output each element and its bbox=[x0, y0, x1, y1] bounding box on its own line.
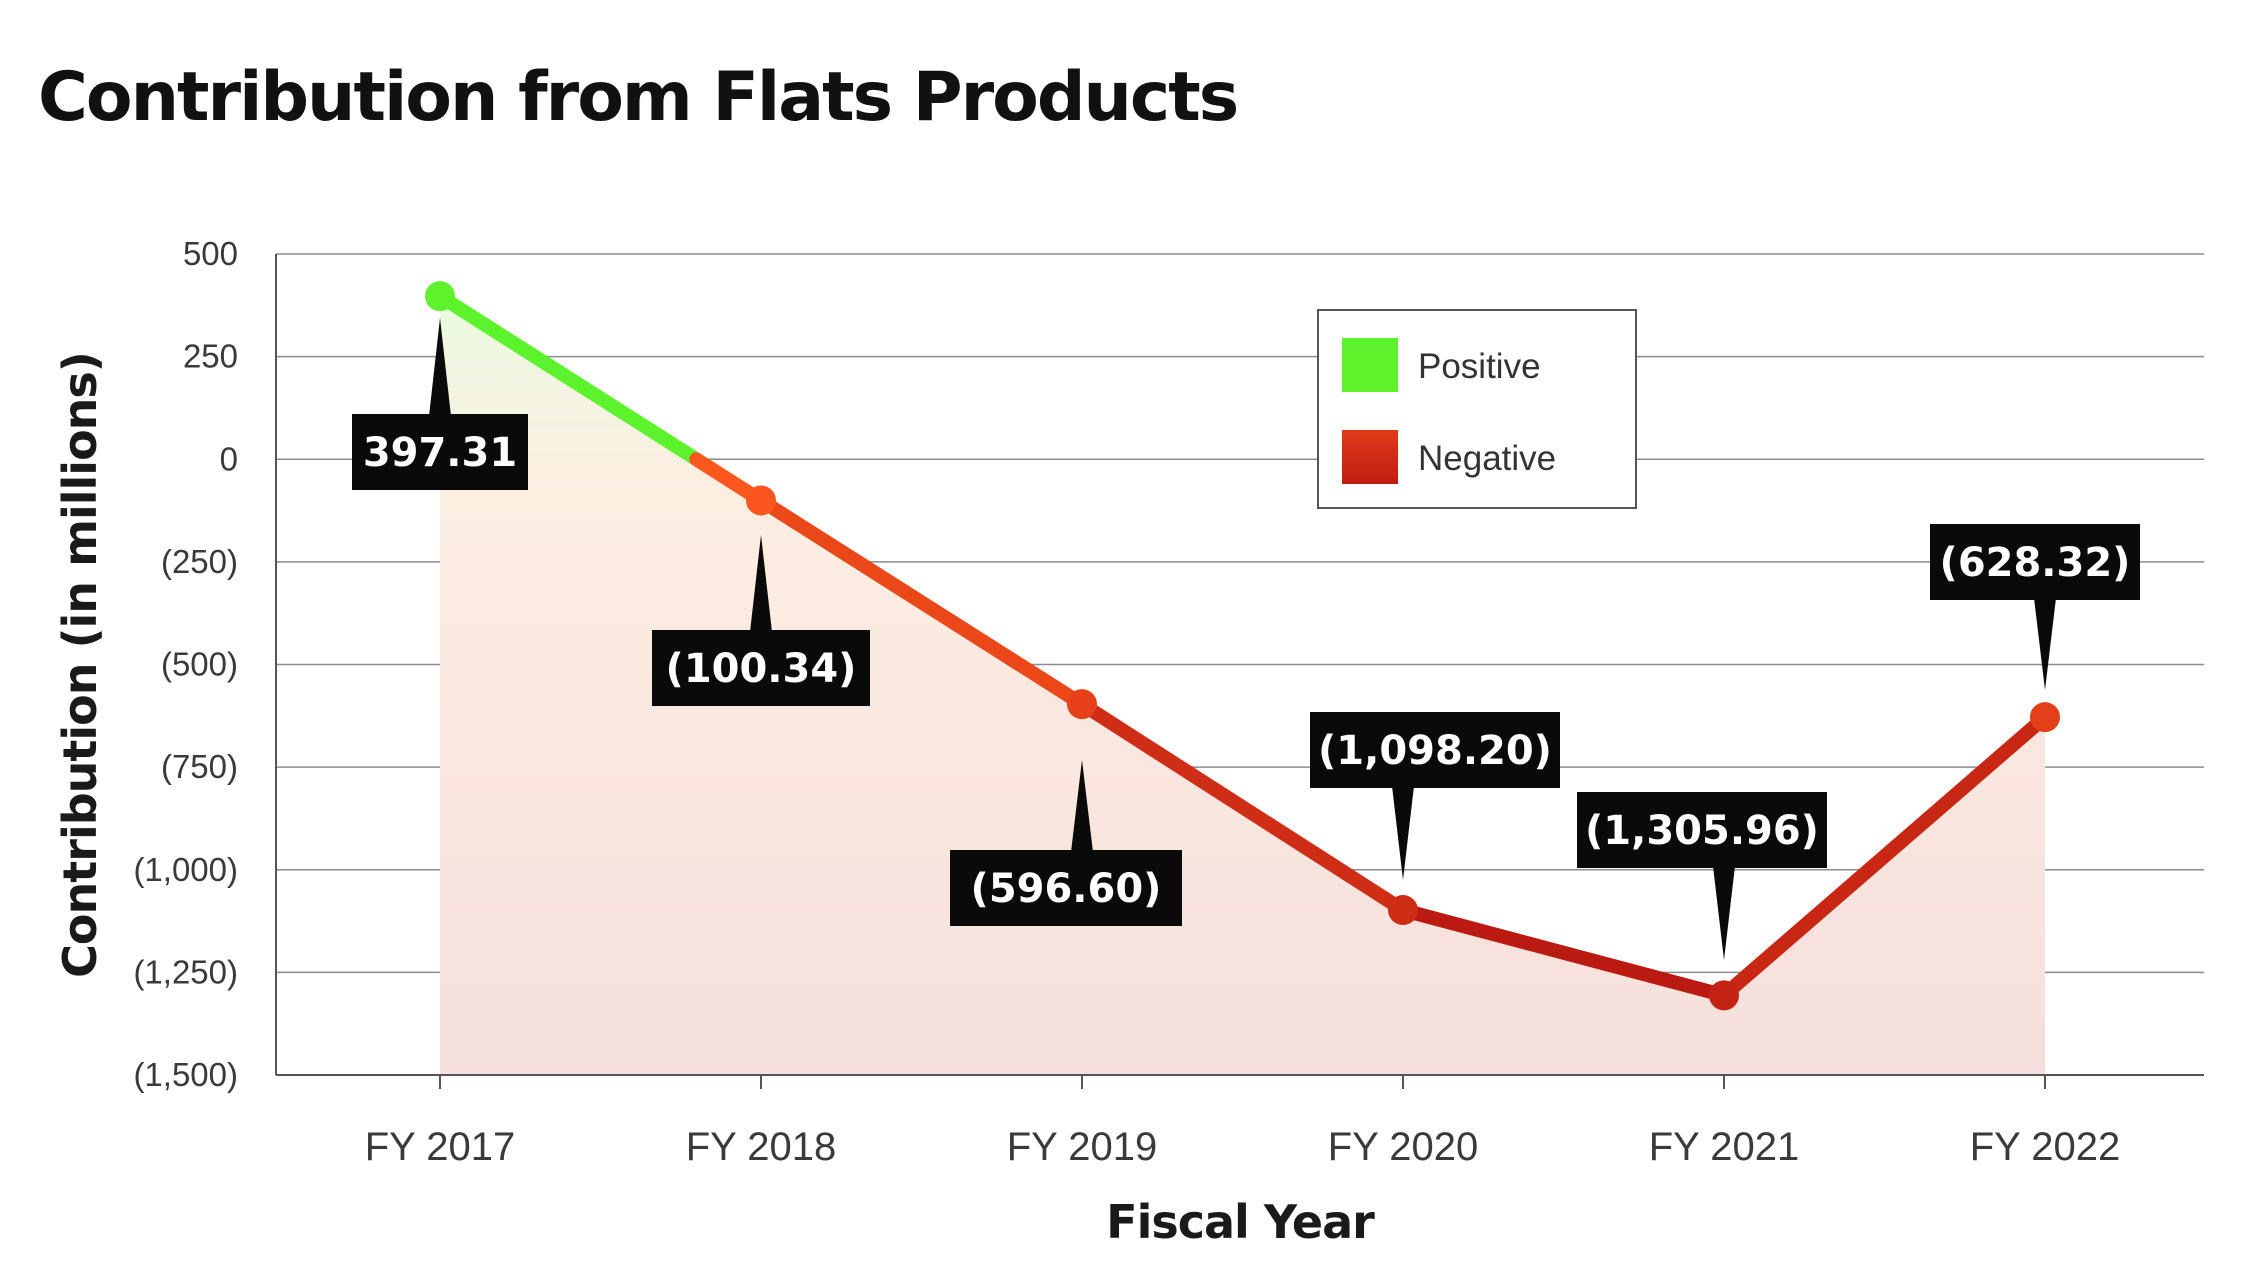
y-tick-label: (750) bbox=[161, 748, 238, 785]
data-point-fy-2022 bbox=[2030, 702, 2060, 733]
y-tick-label: 500 bbox=[183, 235, 238, 272]
x-tick-label: FY 2018 bbox=[686, 1125, 837, 1169]
data-label-fy-2017: 397.31 bbox=[352, 318, 528, 490]
line-segment-positive bbox=[433, 289, 704, 467]
callout-box bbox=[950, 850, 1182, 926]
data-label-text: (1,098.20) bbox=[1318, 728, 1552, 774]
line-segment bbox=[754, 493, 1089, 712]
data-point-fy-2018 bbox=[746, 485, 776, 516]
x-tick-label: FY 2020 bbox=[1328, 1125, 1479, 1169]
data-point-fy-2021 bbox=[1709, 980, 1739, 1011]
x-tick-label: FY 2019 bbox=[1007, 1125, 1158, 1169]
y-tick-label: (1,000) bbox=[133, 851, 238, 888]
data-label-fy-2021: (1,305.96) bbox=[1577, 792, 1827, 960]
data-label-text: (628.32) bbox=[1940, 540, 2131, 586]
y-tick-label: 0 bbox=[220, 440, 238, 477]
data-point-fy-2019 bbox=[1067, 689, 1097, 720]
data-labels: 397.31 (100.34) (596.60) (1,098.20) (1,305.9… bbox=[352, 318, 2140, 960]
y-tick-label: (250) bbox=[161, 543, 238, 580]
data-point-fy-2017 bbox=[425, 281, 455, 312]
callout-pointer bbox=[429, 318, 451, 416]
data-label-fy-2018: (100.34) bbox=[652, 535, 870, 706]
x-tick-label: FY 2021 bbox=[1649, 1125, 1800, 1169]
line-segment bbox=[1075, 697, 1410, 918]
callout-pointer bbox=[2034, 598, 2056, 690]
callout-pointer bbox=[1713, 866, 1735, 960]
data-label-text: (596.60) bbox=[971, 866, 1162, 912]
callout-pointer bbox=[750, 535, 772, 632]
legend-label-negative: Negative bbox=[1418, 439, 1556, 478]
legend: Positive Negative bbox=[1317, 309, 1637, 509]
y-tick-label: (1,500) bbox=[133, 1056, 238, 1093]
y-axis-label: Contribution (in millions) bbox=[53, 352, 107, 978]
callout-box bbox=[1930, 524, 2140, 600]
legend-swatch-negative bbox=[1342, 430, 1398, 484]
line-segment bbox=[1396, 903, 1731, 1003]
area-under-line bbox=[440, 296, 2045, 1075]
data-label-fy-2019: (596.60) bbox=[950, 760, 1182, 926]
data-point-fy-2020 bbox=[1388, 895, 1418, 926]
callout-box bbox=[1577, 792, 1827, 868]
legend-swatch-positive bbox=[1342, 338, 1398, 392]
data-points bbox=[425, 281, 2060, 1011]
area-fill bbox=[440, 296, 2045, 1075]
x-tick-label: FY 2017 bbox=[365, 1125, 516, 1169]
axes: 500 250 0 (250) (500) (750) (1,000) (1,250) (1,5… bbox=[133, 235, 2204, 1169]
callout-pointer bbox=[1392, 786, 1414, 880]
data-label-text: 397.31 bbox=[363, 430, 517, 476]
callout-box bbox=[352, 414, 528, 490]
y-tick-label: (1,250) bbox=[133, 953, 238, 990]
legend-label-positive: Positive bbox=[1418, 347, 1541, 386]
data-label-fy-2020: (1,098.20) bbox=[1310, 712, 1560, 880]
data-label-text: (100.34) bbox=[666, 646, 857, 692]
x-axis-label: Fiscal Year bbox=[1106, 1195, 1375, 1249]
data-label-text: (1,305.96) bbox=[1585, 808, 1819, 854]
line-segment bbox=[1717, 710, 2052, 1003]
callout-box bbox=[1310, 712, 1560, 788]
callout-pointer bbox=[1071, 760, 1093, 852]
x-tick-label: FY 2022 bbox=[1970, 1125, 2121, 1169]
y-tick-label: 250 bbox=[183, 338, 238, 375]
callout-box bbox=[652, 630, 870, 706]
chart-title: Contribution from Flats Products bbox=[38, 58, 1239, 137]
data-label-fy-2022: (628.32) bbox=[1930, 524, 2140, 690]
y-tick-label: (500) bbox=[161, 646, 238, 683]
